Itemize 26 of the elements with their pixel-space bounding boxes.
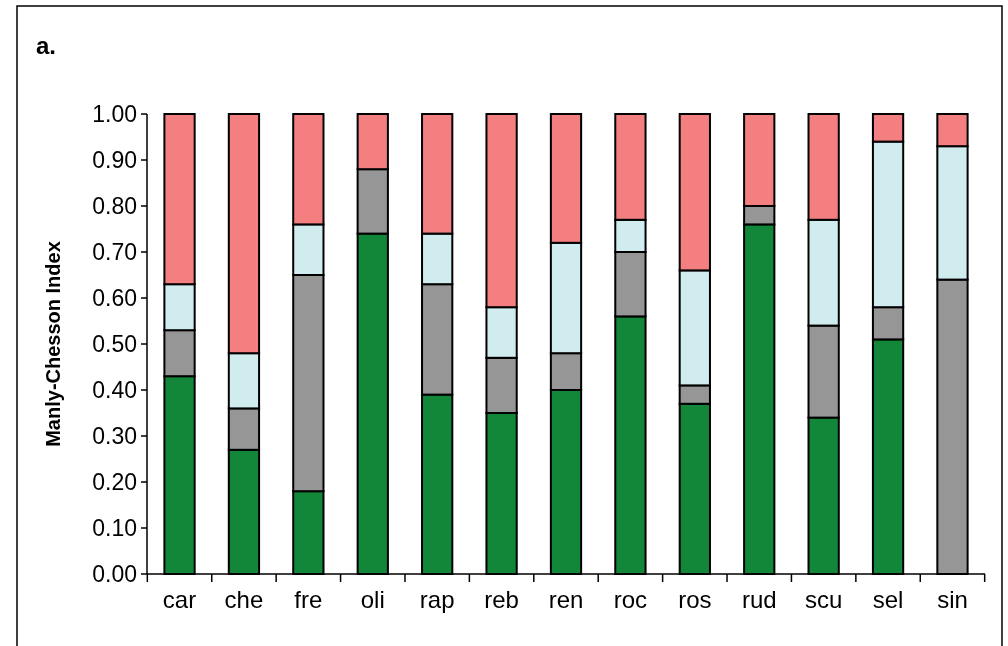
x-tick-label: che bbox=[224, 586, 264, 613]
y-tick-label: 0.40 bbox=[92, 377, 137, 404]
x-tick-label: sel bbox=[872, 586, 904, 613]
x-tick-label: ros bbox=[678, 586, 712, 613]
x-tick-label: reb bbox=[484, 586, 519, 613]
y-tick-label: 1.00 bbox=[92, 101, 137, 128]
y-tick-label: 0.60 bbox=[92, 285, 137, 312]
x-tick-label: car bbox=[162, 586, 197, 613]
y-tick-label: 0.90 bbox=[92, 147, 137, 174]
x-tick-label: roc bbox=[613, 586, 648, 613]
y-tick-label: 0.00 bbox=[92, 561, 137, 588]
x-tick-label: rap bbox=[419, 586, 455, 613]
y-tick-label: 0.10 bbox=[92, 515, 137, 542]
text: a. bbox=[36, 32, 57, 59]
x-tick-label: sin bbox=[937, 586, 968, 613]
y-tick-label: 0.30 bbox=[92, 423, 137, 450]
y-tick-label: 0.80 bbox=[92, 193, 137, 220]
x-tick-label: oli bbox=[360, 586, 385, 613]
x-tick-label: ren bbox=[548, 586, 584, 613]
x-tick-label: rud bbox=[741, 586, 777, 613]
y-tick-label: 0.70 bbox=[92, 239, 137, 266]
y-tick-label: 0.50 bbox=[92, 331, 137, 358]
x-tick-label: fre bbox=[294, 586, 323, 613]
y-tick-label: 0.20 bbox=[92, 469, 137, 496]
y-axis-title: Manly-Chesson Index bbox=[42, 241, 64, 447]
x-tick-label: scu bbox=[804, 586, 843, 613]
